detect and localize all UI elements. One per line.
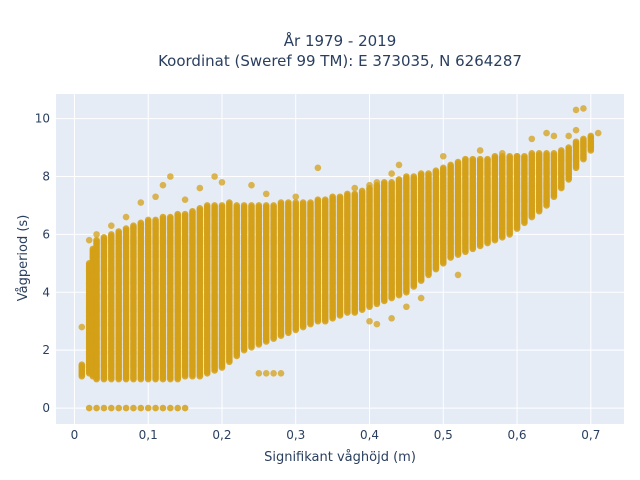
data-point xyxy=(211,202,218,209)
data-point xyxy=(218,202,226,209)
data-point xyxy=(196,205,204,212)
data-point xyxy=(336,193,344,201)
data-point xyxy=(78,361,86,368)
data-point xyxy=(203,202,211,209)
data-point xyxy=(425,170,432,177)
data-point xyxy=(454,158,462,166)
data-point xyxy=(159,213,167,221)
data-point xyxy=(329,193,336,201)
data-point xyxy=(226,199,233,206)
data-point xyxy=(285,199,292,206)
data-point xyxy=(380,178,388,186)
data-point xyxy=(270,202,277,209)
data-point xyxy=(240,202,248,209)
data-point xyxy=(144,216,152,224)
data-point xyxy=(321,196,329,203)
data-point xyxy=(351,190,359,198)
data-point xyxy=(181,210,189,218)
data-point xyxy=(108,231,115,238)
data-points xyxy=(78,105,602,412)
data-point xyxy=(189,207,196,215)
data-point xyxy=(462,155,469,163)
data-point xyxy=(447,161,454,169)
data-point xyxy=(152,216,159,224)
data-point xyxy=(277,199,285,206)
data-point xyxy=(100,233,108,241)
data-point xyxy=(395,176,403,183)
data-point xyxy=(432,167,440,175)
data-point xyxy=(292,199,300,206)
data-point xyxy=(403,173,410,180)
data-point xyxy=(299,199,307,206)
data-point xyxy=(255,202,263,209)
data-point xyxy=(248,202,255,209)
data-point xyxy=(388,178,395,186)
data-point xyxy=(410,173,418,180)
data-point xyxy=(439,164,447,172)
data-point xyxy=(115,228,122,235)
data-point xyxy=(174,210,182,218)
data-point xyxy=(344,190,351,198)
data-point xyxy=(93,236,100,244)
data-point xyxy=(417,170,425,177)
data-point xyxy=(233,202,241,209)
data-point xyxy=(307,199,314,206)
data-point xyxy=(167,213,174,221)
data-point xyxy=(262,202,270,209)
data-point xyxy=(314,196,322,203)
data-point xyxy=(130,222,137,230)
data-point xyxy=(137,219,145,227)
data-point xyxy=(358,187,366,195)
data-point xyxy=(122,225,130,232)
